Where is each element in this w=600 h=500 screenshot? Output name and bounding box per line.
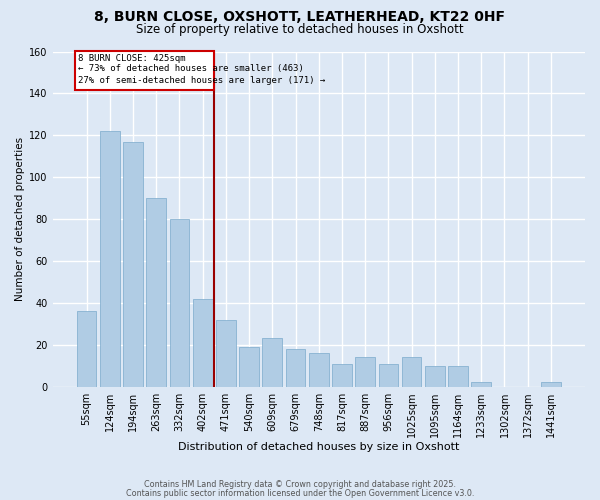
Bar xyxy=(332,364,352,386)
Bar xyxy=(123,142,143,386)
Text: ← 73% of detached houses are smaller (463): ← 73% of detached houses are smaller (46… xyxy=(79,64,304,73)
Text: 8, BURN CLOSE, OXSHOTT, LEATHERHEAD, KT22 0HF: 8, BURN CLOSE, OXSHOTT, LEATHERHEAD, KT2… xyxy=(95,10,505,24)
Bar xyxy=(100,131,119,386)
Bar xyxy=(239,347,259,387)
Text: Contains HM Land Registry data © Crown copyright and database right 2025.: Contains HM Land Registry data © Crown c… xyxy=(144,480,456,489)
Bar xyxy=(170,219,190,386)
Text: Size of property relative to detached houses in Oxshott: Size of property relative to detached ho… xyxy=(136,22,464,36)
Bar xyxy=(146,198,166,386)
Bar xyxy=(193,298,212,386)
Bar xyxy=(379,364,398,386)
Bar xyxy=(75,52,214,90)
Text: 8 BURN CLOSE: 425sqm: 8 BURN CLOSE: 425sqm xyxy=(79,54,186,62)
Bar xyxy=(286,349,305,387)
Bar xyxy=(77,311,97,386)
Bar xyxy=(216,320,236,386)
Bar xyxy=(448,366,468,386)
Bar xyxy=(402,358,421,386)
Bar xyxy=(425,366,445,386)
Text: 27% of semi-detached houses are larger (171) →: 27% of semi-detached houses are larger (… xyxy=(79,76,326,84)
Bar xyxy=(262,338,282,386)
Bar xyxy=(355,358,375,386)
Bar xyxy=(309,353,329,386)
X-axis label: Distribution of detached houses by size in Oxshott: Distribution of detached houses by size … xyxy=(178,442,460,452)
Bar xyxy=(541,382,561,386)
Text: Contains public sector information licensed under the Open Government Licence v3: Contains public sector information licen… xyxy=(126,488,474,498)
Y-axis label: Number of detached properties: Number of detached properties xyxy=(15,137,25,301)
Bar xyxy=(472,382,491,386)
